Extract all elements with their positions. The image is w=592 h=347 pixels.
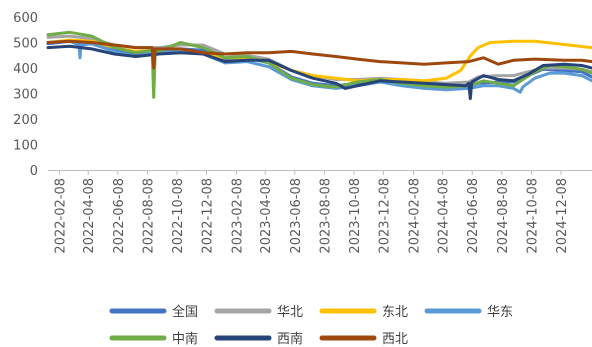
x-tick-label: 2024-04-08 <box>437 178 452 254</box>
y-axis-tick-labels: 0 100 200 300 400 500 600 <box>13 11 38 179</box>
x-tick-label: 2022-10-08 <box>171 178 186 254</box>
legend-label: 华东 <box>487 305 513 320</box>
x-tick-label: 2023-10-08 <box>348 178 363 254</box>
y-tick-label: 0 <box>30 164 38 179</box>
y-tick-label: 300 <box>13 88 38 103</box>
x-tick-label: 2022-04-08 <box>82 178 97 254</box>
x-tick-label: 2024-12-08 <box>555 178 570 254</box>
y-tick-label: 100 <box>13 139 38 154</box>
x-tick-label: 2024-02-08 <box>408 178 423 254</box>
legend-label: 西南 <box>277 331 303 347</box>
x-tick-label: 2023-02-08 <box>231 178 246 254</box>
x-tick-label: 2023-06-08 <box>289 178 304 254</box>
y-tick-label: 500 <box>13 37 38 52</box>
x-tick-label: 2024-10-08 <box>525 178 540 254</box>
x-tick-label: 2024-08-08 <box>496 178 511 254</box>
series-line-5 <box>46 30 592 99</box>
legend-label: 中南 <box>172 331 198 347</box>
series-line-7 <box>46 39 592 70</box>
legend-label: 东北 <box>382 305 408 320</box>
y-tick-label: 600 <box>13 11 38 26</box>
y-tick-label: 400 <box>13 62 38 77</box>
x-tick-label: 2022-08-08 <box>141 178 156 254</box>
legend-label: 全国 <box>172 304 198 320</box>
legend-label: 西北 <box>382 332 408 347</box>
x-axis <box>48 170 592 175</box>
x-tick-label: 2023-04-08 <box>259 178 274 254</box>
series-line-6 <box>46 44 592 101</box>
x-tick-label: 2023-08-08 <box>318 178 333 254</box>
x-tick-label: 2024-06-08 <box>466 178 481 254</box>
x-tick-label: 2022-06-08 <box>112 178 127 254</box>
y-tick-label: 200 <box>13 113 38 128</box>
x-tick-label: 2022-12-08 <box>201 178 216 254</box>
x-axis-tick-labels: 2022-02-08 2022-04-08 2022-06-08 2022-08-08… <box>54 178 570 254</box>
legend-label: 华北 <box>277 305 303 320</box>
x-tick-label: 2022-02-08 <box>54 178 69 254</box>
plot-series-lines <box>46 30 592 101</box>
x-tick-label: 2023-12-08 <box>378 178 393 254</box>
